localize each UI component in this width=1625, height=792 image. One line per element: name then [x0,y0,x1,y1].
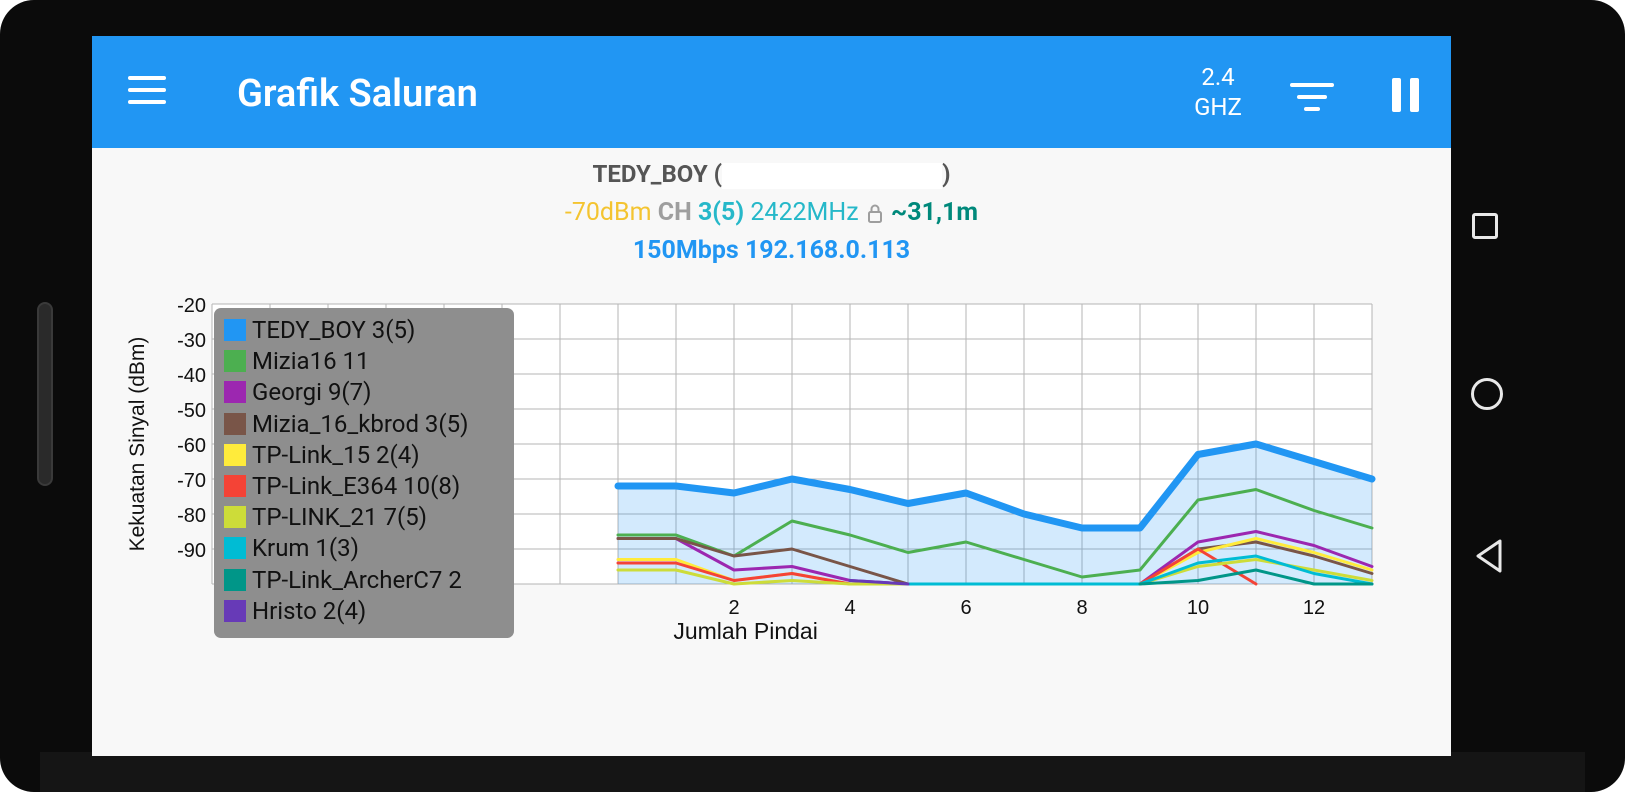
x-tick-label: 4 [844,597,855,619]
app-screen: Grafik Saluran 2.4 GHZ TEDY_BOY () -70dB… [92,36,1451,756]
legend-swatch [224,443,246,466]
y-axis-label: Kekuatan Sinyal (dBm) [126,337,149,552]
series-line [848,579,910,586]
x-tick-label: 8 [1076,597,1087,619]
legend-label: TEDY_BOY 3(5) [252,316,416,344]
paren-close: ) [942,160,951,188]
signal-line: -70dBm CH 3(5) 2422MHz ~31,1m [92,198,1451,227]
legend-label: TP-Link_E364 10(8) [252,472,461,500]
ip-address: 192.168.0.113 [744,236,911,265]
legend-swatch [224,506,246,529]
channel-label: CH [657,198,692,227]
legend-label: Georgi 9(7) [252,378,372,407]
channel-value: 3(5) [697,198,745,227]
recent-apps-icon[interactable] [1472,213,1498,239]
legend-swatch [224,568,246,591]
pause-icon[interactable] [1390,78,1422,112]
hamburger-menu-icon[interactable] [128,76,166,106]
back-icon[interactable] [1474,538,1504,574]
legend-swatch [224,381,246,404]
x-tick-label: 12 [1303,597,1325,619]
series-line [1138,568,1374,586]
legend-label: Mizia16 11 [252,347,370,376]
legend-item[interactable]: Mizia_16_kbrod 3(5) [224,410,468,440]
legend-item[interactable]: Hristo 2(4) [224,597,366,627]
redacted-bssid [722,162,943,189]
legend-item[interactable]: Mizia16 11 [224,347,370,377]
lock-icon [867,204,882,224]
y-tick-label: -90 [177,540,206,562]
legend-swatch [224,319,246,341]
page-title: Grafik Saluran [237,72,478,116]
series-line [616,488,1374,579]
signal-strength: -70dBm [564,198,652,227]
chart-legend: TEDY_BOY 3(5) Mizia16 11 Georgi 9(7) Mizia_… [214,308,514,638]
legend-swatch [224,537,246,560]
y-tick-label: -50 [177,400,206,422]
x-tick-label: 6 [960,597,971,619]
distance: ~31,1m [891,198,979,227]
legend-item[interactable]: Georgi 9(7) [224,378,371,408]
paren-open: ( [713,160,723,188]
legend-swatch [224,350,246,373]
y-tick-label: -60 [177,435,206,457]
app-bar: Grafik Saluran 2.4 GHZ [92,36,1451,148]
legend-item[interactable]: TP-Link_15 2(4) [224,441,420,471]
ssid-line: TEDY_BOY () [92,160,1451,189]
legend-swatch [224,475,246,497]
link-speed: 150Mbps [632,236,739,265]
frequency: 2422MHz [750,198,859,227]
legend-label: TP-Link_ArcherC7 2 [252,565,462,594]
y-tick-label: -80 [177,505,206,527]
band-unit: GHZ [1194,93,1242,121]
x-tick-label: 10 [1187,597,1209,619]
x-axis-label: Jumlah Pindai [673,618,817,644]
side-volume-button [37,302,53,486]
band-selector[interactable]: 2.4 GHZ [1178,62,1258,122]
y-tick-label: -30 [177,330,206,352]
filter-icon[interactable] [1290,79,1334,115]
series-fill-area [618,444,1372,584]
legend-item[interactable]: Krum 1(3) [224,534,359,564]
y-tick-label: -70 [177,470,206,492]
ssid: TEDY_BOY [592,160,708,188]
y-tick-label: -20 [177,295,206,317]
legend-item[interactable]: TP-Link_E364 10(8) [224,472,460,502]
legend-label: Mizia_16_kbrod 3(5) [252,409,469,438]
y-tick-label: -40 [177,365,206,387]
speed-ip-line: 150Mbps 192.168.0.113 [92,236,1451,265]
legend-label: Hristo 2(4) [252,596,367,625]
x-tick-label: 2 [728,597,739,619]
legend-item[interactable]: TP-Link_ArcherC7 2 [224,566,462,596]
home-icon[interactable] [1471,378,1503,410]
legend-swatch [224,412,246,435]
series-line [614,440,1376,532]
legend-label: TP-LINK_21 7(5) [252,503,428,532]
legend-label: Krum 1(3) [252,534,359,563]
legend-swatch [224,599,246,622]
legend-item[interactable]: TP-LINK_21 7(5) [224,503,427,533]
band-value: 2.4 [1201,63,1235,91]
legend-item[interactable]: TEDY_BOY 3(5) [224,316,415,346]
legend-label: TP-Link_15 2(4) [252,440,420,469]
